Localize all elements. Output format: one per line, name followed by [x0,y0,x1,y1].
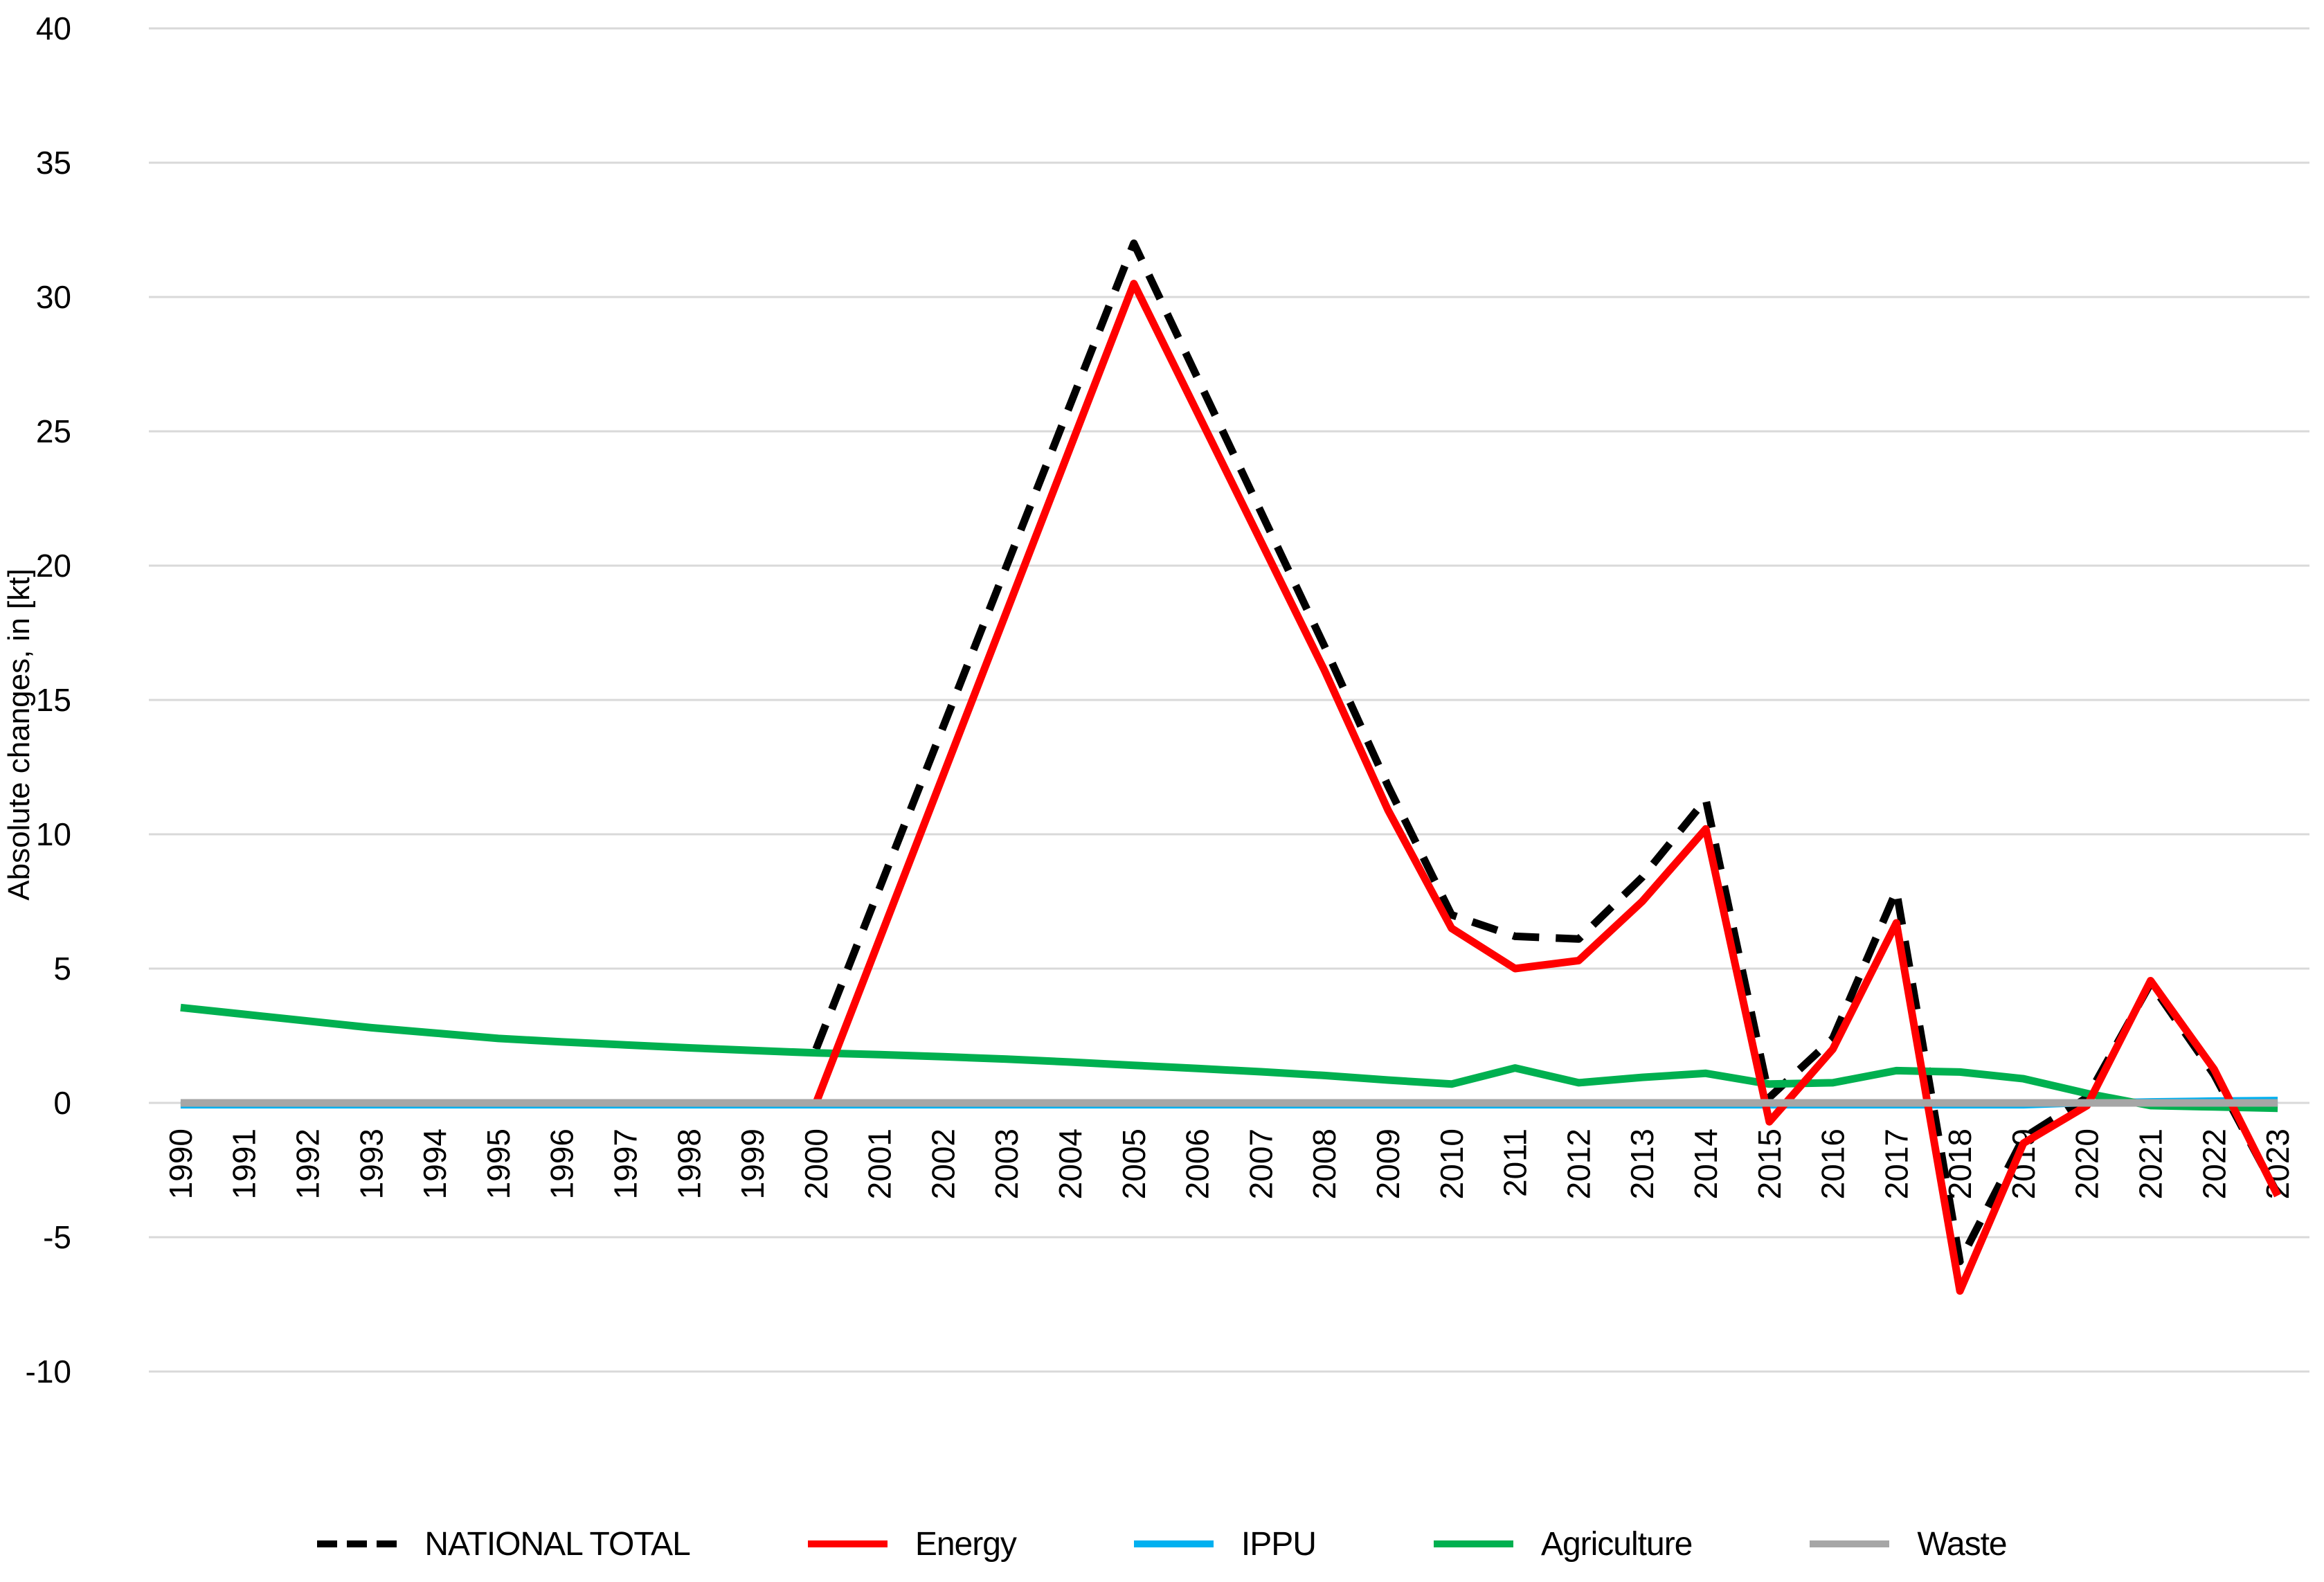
x-tick-label: 2017 [1878,1129,1914,1199]
series-line-national-total [812,239,2281,1266]
legend-label: NATIONAL TOTAL [424,1525,690,1563]
x-tick-label: 2005 [1116,1129,1152,1199]
x-tick-label: 1999 [735,1129,771,1199]
x-tick-label: 2009 [1370,1129,1406,1199]
x-tick-label: 1993 [353,1129,389,1199]
x-tick-label: 2002 [925,1129,961,1199]
legend-label: Waste [1917,1525,2007,1563]
y-tick-label: 25 [36,413,71,449]
x-tick-label: 2000 [798,1129,834,1199]
y-tick-label: -5 [43,1219,71,1255]
legend-item-energy: Energy [807,1525,1017,1563]
series-line-energy [812,280,2282,1295]
legend-label: Energy [915,1525,1017,1563]
legend-swatch-waste [1810,1540,1890,1547]
series-line-agriculture [180,1003,2278,1113]
legend-item-national-total: NATIONAL TOTAL [317,1525,691,1563]
x-tick-label: 2018 [1942,1129,1978,1199]
legend-swatch-energy [807,1540,888,1547]
x-tick-label: 2003 [989,1129,1025,1199]
x-tick-label: 2001 [862,1129,898,1199]
legend-label: Agriculture [1540,1525,1693,1563]
x-tick-label: 2007 [1243,1129,1279,1199]
x-tick-label: 2014 [1688,1129,1724,1199]
x-tick-label: 2011 [1497,1129,1533,1197]
y-tick-label: 35 [36,145,71,181]
x-tick-label: 1994 [417,1129,453,1199]
x-tick-label: 2015 [1751,1129,1787,1199]
x-tick-label: 1998 [671,1129,707,1199]
gridlines [149,27,2309,1373]
y-tick-label: 30 [36,279,71,315]
y-axis-title: Absolute changes, in [kt] [2,568,36,900]
y-tick-label: 5 [53,951,71,987]
x-tick-label: 2013 [1624,1129,1660,1199]
x-tick-label: 2006 [1180,1129,1216,1199]
legend-swatch-national-total [317,1540,397,1547]
y-tick-label: -10 [26,1354,71,1390]
legend-item-ippu: IPPU [1133,1525,1317,1563]
x-tick-label: 2020 [2069,1129,2105,1199]
x-tick-label: 1996 [544,1129,580,1199]
y-tick-label: 10 [36,816,71,852]
x-tick-label: 2010 [1434,1129,1470,1199]
series-lines [180,239,2282,1295]
chart-canvas: -10 -5 0 5 10 15 20 25 30 35 40 1990 1991 1992 1993 19… [2,10,2309,1563]
legend-item-agriculture: Agriculture [1433,1525,1693,1563]
y-tick-label: 40 [36,10,71,46]
x-tick-label: 2008 [1306,1129,1342,1199]
x-tick-label: 1990 [163,1129,199,1199]
x-tick-label: 2004 [1052,1129,1088,1199]
x-tick-label: 1991 [226,1129,262,1199]
y-tick-label: 15 [36,682,71,718]
y-axis-tick-labels: -10 -5 0 5 10 15 20 25 30 35 40 [26,10,71,1390]
x-tick-label: 2016 [1815,1129,1851,1199]
x-tick-label: 2022 [2196,1129,2232,1199]
x-tick-label: 1992 [289,1129,325,1199]
x-tick-label: 2021 [2133,1129,2169,1199]
x-tick-label: 2012 [1560,1129,1596,1199]
legend-swatch-ippu [1133,1540,1214,1547]
legend-item-waste: Waste [1810,1525,2008,1563]
legend-swatch-agriculture [1433,1540,1513,1547]
x-axis-tick-labels: 1990 1991 1992 1993 1994 1995 1996 1997 1998 1999… [163,1129,2296,1199]
y-tick-label: 20 [36,548,71,584]
y-tick-label: 0 [53,1085,71,1121]
legend: NATIONAL TOTAL Energy IPPU Agriculture Waste [0,1506,2324,1582]
x-tick-label: 1995 [480,1129,516,1199]
legend-label: IPPU [1241,1525,1317,1563]
x-tick-label: 1997 [607,1129,643,1199]
